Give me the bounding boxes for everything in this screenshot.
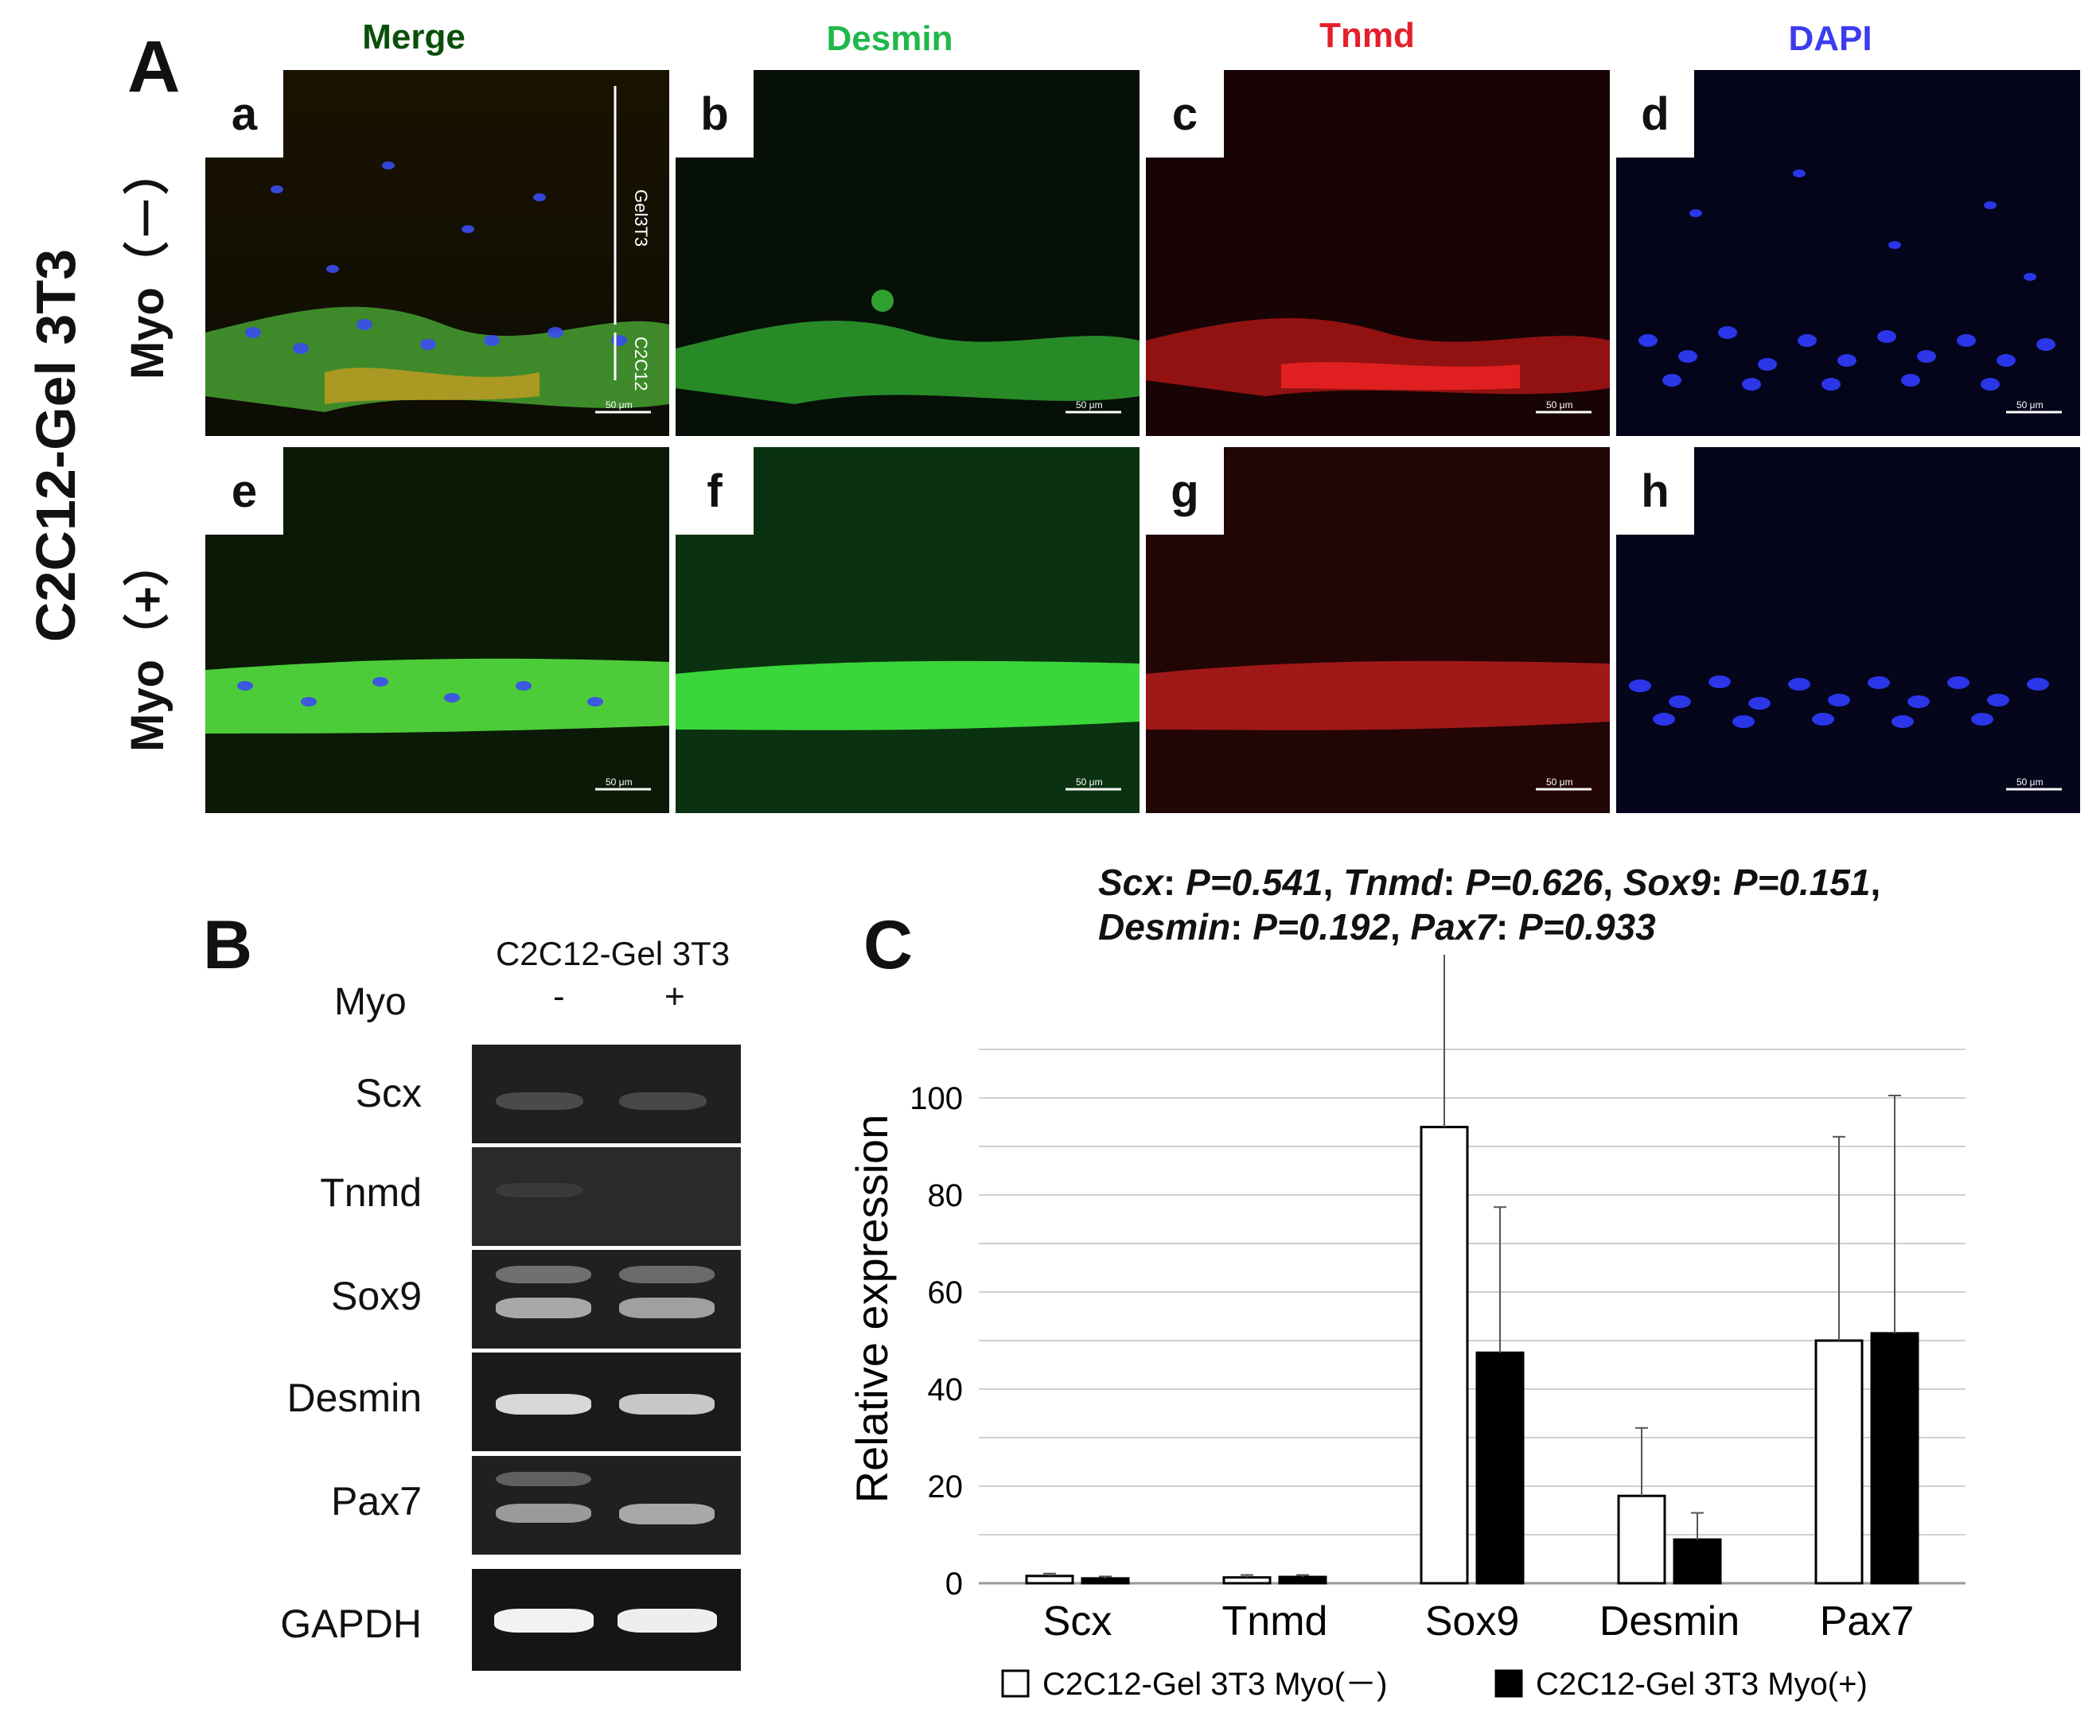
bar <box>1673 1538 1722 1585</box>
chart-legend: C2C12-Gel 3T3 Myo(－) C2C12-Gel 3T3 Myo(+) <box>1001 1667 1868 1702</box>
stat-p-tnmd: P=0.626 <box>1465 862 1603 903</box>
scale-bar-f: 50 μm <box>1076 777 1103 788</box>
micrograph-a-merge: Gel3T3 C2C12 50 μm a <box>205 70 669 436</box>
bar <box>1814 1339 1864 1585</box>
gel-row-scx <box>472 1045 741 1143</box>
stat-gene-scx: Scx <box>1098 862 1163 903</box>
scale-bar-g: 50 μm <box>1546 777 1573 788</box>
stats-line-2: Desmin: P=0.192, Pax7: P=0.933 <box>1098 906 1656 948</box>
legend-swatch <box>1001 1669 1030 1698</box>
bar <box>1475 1351 1525 1585</box>
gel-row-gapdh <box>472 1569 741 1671</box>
y-tick-label: 60 <box>928 1275 964 1310</box>
x-tick-label: Pax7 <box>1820 1598 1915 1645</box>
stat-gene-desmin: Desmin <box>1098 906 1231 948</box>
micrograph-d-dapi: 50 μm d <box>1616 70 2080 436</box>
chart-y-label: Relative expression <box>847 1115 897 1504</box>
column-header-dapi: DAPI <box>1788 19 1872 58</box>
y-tick-label: 80 <box>928 1178 964 1213</box>
row-group-label-text: C2C12-Gel 3T3 <box>25 248 87 643</box>
legend-label: C2C12-Gel 3T3 Myo(－) <box>1042 1667 1387 1702</box>
gel-row-desmin <box>472 1353 741 1451</box>
gel-row-pax7 <box>472 1456 741 1555</box>
micrograph-e-merge: 50 μm e <box>205 447 669 813</box>
chart-y-ticks: 0 20 40 60 80 100 <box>910 1081 963 1602</box>
gel-header: C2C12-Gel 3T3 <box>495 935 731 972</box>
panel-a-letter: A <box>127 26 181 107</box>
stat-gene-sox9: Sox9 <box>1623 862 1711 903</box>
gel-gene-tnmd: Tnmd <box>320 1170 422 1215</box>
stat-p-sox9: P=0.151 <box>1732 862 1871 903</box>
row-label-myo-minus: Myo（－） <box>122 149 173 380</box>
column-header-desmin: Desmin <box>826 19 953 58</box>
annot-c2c12: C2C12 <box>631 337 651 391</box>
stat-p-pax7: P=0.933 <box>1518 906 1656 948</box>
scale-bar-a: 50 μm <box>606 399 633 411</box>
gel-gene-desmin: Desmin <box>286 1376 422 1420</box>
sublabel-e: e <box>205 447 283 535</box>
annot-gel3t3: Gel3T3 <box>631 189 651 247</box>
scale-bar-d: 50 μm <box>2016 399 2044 411</box>
sublabel-d: d <box>1616 70 1694 158</box>
scale-bar-h: 50 μm <box>2016 777 2044 788</box>
bar <box>1870 1332 1919 1585</box>
sublabel-c: c <box>1146 70 1224 158</box>
gel-lane-minus-label: - <box>553 977 565 1016</box>
y-tick-label: 20 <box>928 1469 964 1504</box>
x-tick-label: Desmin <box>1599 1598 1740 1645</box>
chart-bars <box>1025 955 1919 1585</box>
bar <box>1278 1575 1327 1585</box>
gel-row-tnmd <box>472 1147 741 1246</box>
x-tick-label: Tnmd <box>1222 1598 1328 1645</box>
scale-bar-b: 50 μm <box>1076 399 1103 411</box>
bar <box>1420 1126 1469 1585</box>
legend-swatch <box>1494 1669 1523 1698</box>
gel-gene-pax7: Pax7 <box>331 1479 422 1524</box>
stats-line-1: Scx: P=0.541, Tnmd: P=0.626, Sox9: P=0.1… <box>1098 862 1881 903</box>
x-tick-label: Sox9 <box>1425 1598 1520 1645</box>
stat-gene-tnmd: Tnmd <box>1343 862 1444 903</box>
x-tick-label: Scx <box>1043 1598 1112 1645</box>
panel-b-letter: B <box>203 907 253 983</box>
sublabel-a: a <box>205 70 283 158</box>
sublabel-f: f <box>676 447 754 535</box>
gel-myo-label: Myo <box>334 981 407 1023</box>
bar <box>1081 1577 1130 1585</box>
micrograph-f-desmin: 50 μm f <box>676 447 1140 813</box>
gel-gene-sox9: Sox9 <box>331 1274 422 1318</box>
column-header-tnmd: Tnmd <box>1319 16 1415 55</box>
bar <box>1222 1576 1272 1585</box>
bar-chart: 0 20 40 60 80 100 Scx Tnmd Sox9 Desmin Pax7 C2C12… <box>847 955 1966 1702</box>
y-tick-label: 100 <box>910 1081 963 1116</box>
column-header-merge: Merge <box>362 18 466 56</box>
panel-c-letter: C <box>863 907 914 983</box>
chart-grid <box>979 1049 1966 1585</box>
bar <box>1617 1494 1666 1585</box>
stat-p-scx: P=0.541 <box>1185 862 1323 903</box>
chart-x-ticks: Scx Tnmd Sox9 Desmin Pax7 <box>1043 1598 1915 1645</box>
y-tick-label: 40 <box>928 1372 964 1407</box>
sublabel-h: h <box>1616 447 1694 535</box>
micrograph-c-tnmd: 50 μm c <box>1146 70 1610 436</box>
gel-gene-scx: Scx <box>355 1071 422 1115</box>
gel-gene-gapdh: GAPDH <box>280 1602 422 1646</box>
scale-bar-e: 50 μm <box>606 777 633 788</box>
gel-lane-plus-label: + <box>664 977 685 1016</box>
micrograph-g-tnmd: 50 μm g <box>1146 447 1610 813</box>
stat-p-desmin: P=0.192 <box>1253 906 1390 948</box>
sublabel-b: b <box>676 70 754 158</box>
gel-row-sox9 <box>472 1250 741 1349</box>
micrograph-b-desmin: 50 μm b <box>676 70 1140 436</box>
sublabel-g: g <box>1146 447 1224 535</box>
row-label-myo-plus: Myo（+） <box>122 540 173 752</box>
scale-bar-c: 50 μm <box>1546 399 1573 411</box>
legend-label: C2C12-Gel 3T3 Myo(+) <box>1536 1667 1868 1702</box>
stat-gene-pax7: Pax7 <box>1410 906 1496 948</box>
micrograph-h-dapi: 50 μm h <box>1616 447 2080 813</box>
bar <box>1025 1574 1074 1585</box>
y-tick-label: 0 <box>945 1567 963 1602</box>
